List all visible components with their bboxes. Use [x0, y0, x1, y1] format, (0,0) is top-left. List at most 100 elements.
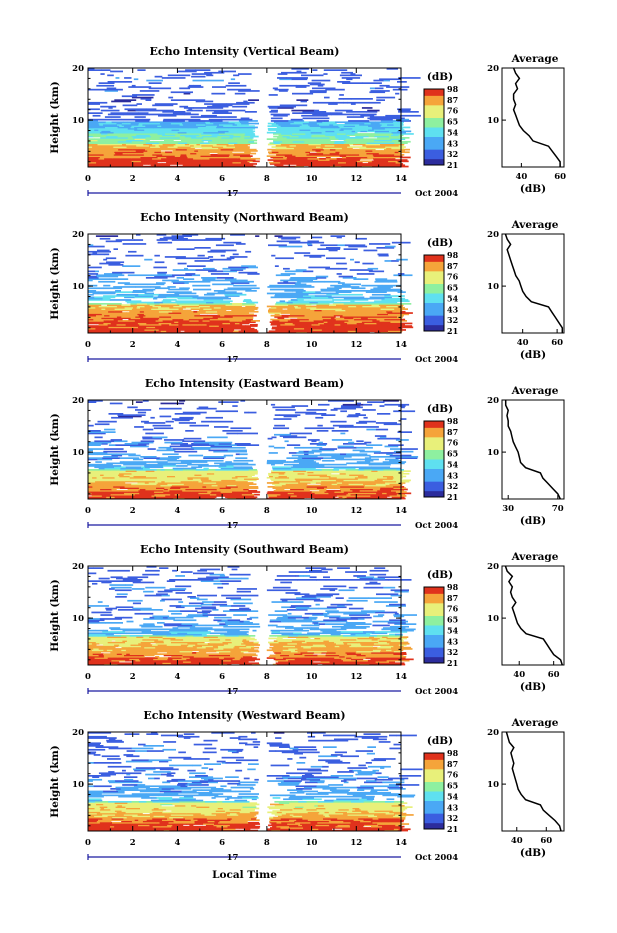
heatmap-cell: [292, 405, 309, 407]
colorbar-step: [424, 140, 444, 144]
heatmap-cell: [152, 437, 167, 439]
heatmap-cell: [124, 461, 146, 463]
heatmap-cell: [304, 451, 309, 453]
heatmap-cell: [150, 417, 154, 419]
heatmap-cell: [116, 77, 120, 79]
heatmap-cell: [249, 486, 258, 488]
heatmap-cell: [149, 82, 162, 84]
heatmap-cell: [391, 404, 409, 406]
colorbar-step: [424, 315, 444, 319]
date-text: Oct 2004: [415, 355, 458, 365]
heatmap-cell: [338, 446, 354, 448]
heatmap-cell: [125, 81, 132, 83]
heatmap-cell: [267, 460, 277, 462]
heatmap-cell: [343, 635, 352, 637]
heatmap-cell: [141, 421, 149, 423]
heatmap-cell: [120, 461, 124, 463]
heatmap-cell: [111, 112, 128, 114]
heatmap-cell: [377, 635, 384, 637]
heatmap-cell: [128, 86, 151, 88]
heatmap-cell: [240, 621, 244, 623]
heatmap-cell: [330, 469, 334, 471]
heatmap-cell: [178, 263, 187, 265]
avg-x-tick-label: 60: [554, 172, 566, 182]
heatmap-cell: [216, 410, 238, 412]
heatmap-cell: [362, 82, 382, 84]
colorbar-step: [424, 469, 444, 473]
heatmap-cell: [210, 442, 232, 444]
heatmap-cell: [212, 284, 234, 286]
heatmap-cell: [385, 260, 392, 262]
colorbar-step: [424, 290, 444, 294]
colorbar-tick-label: 87: [447, 427, 458, 437]
x-tick-label: 0: [85, 506, 91, 516]
heatmap-cell: [146, 80, 163, 82]
heatmap-cell: [290, 433, 312, 435]
heatmap-cell: [301, 75, 324, 77]
heatmap-cell: [354, 114, 377, 116]
heatmap-cell: [112, 272, 134, 274]
colorbar-step: [424, 95, 444, 99]
heatmap-cell: [173, 468, 178, 470]
heatmap-cell: [165, 256, 186, 258]
colorbar-step: [424, 459, 444, 463]
chart-title: Echo Intensity (Vertical Beam): [149, 45, 339, 58]
avg-x-tick-label: 70: [552, 504, 564, 514]
heatmap-cell: [297, 277, 316, 279]
heatmap-cell: [250, 653, 256, 655]
heatmap-cell: [330, 421, 346, 423]
colorbar-step: [424, 92, 444, 96]
heatmap-cell: [375, 278, 387, 280]
colorbar-step: [424, 491, 444, 495]
colorbar-step: [424, 133, 444, 137]
heatmap-cell: [100, 238, 111, 240]
colorbar-tick-label: 21: [447, 492, 458, 502]
heatmap-cell: [153, 425, 171, 427]
date-text: Oct 2004: [415, 521, 458, 531]
heatmap-cell: [280, 105, 295, 107]
heatmap-cell: [358, 297, 365, 299]
heatmap-cell: [134, 78, 139, 80]
heatmap-cell: [228, 287, 243, 289]
colorbar-step: [424, 465, 444, 469]
chart-title: Echo Intensity (Southward Beam): [140, 543, 349, 556]
heatmap-cell: [163, 119, 178, 121]
heatmap-cell: [167, 286, 175, 288]
heatmap-cell: [177, 291, 192, 293]
x-tick-label: 2: [130, 174, 136, 184]
colorbar-tick-label: 54: [447, 127, 459, 137]
avg-frame: [502, 400, 564, 499]
heatmap-field: [88, 68, 421, 167]
heatmap-cell: [218, 71, 236, 73]
heatmap-cell: [120, 457, 140, 459]
heatmap-cell: [368, 268, 379, 270]
colorbar-step: [424, 143, 444, 147]
heatmap-cell: [95, 461, 102, 463]
heatmap-cell: [118, 282, 130, 284]
chart-title: Echo Intensity (Eastward Beam): [145, 377, 344, 390]
heatmap-cell: [254, 642, 259, 644]
heatmap-cell: [233, 254, 239, 256]
heatmap-cell: [114, 99, 136, 101]
heatmap-cell: [88, 303, 102, 305]
heatmap-cell: [208, 256, 213, 258]
heatmap-cell: [337, 112, 343, 114]
heatmap-cell: [190, 425, 210, 427]
heatmap-cell: [116, 444, 126, 446]
heatmap-cell: [227, 89, 251, 91]
heatmap-cell: [322, 635, 329, 637]
heatmap-cell: [369, 456, 379, 458]
heatmap-cell: [98, 281, 115, 283]
colorbar-step: [424, 443, 444, 447]
heatmap-cell: [305, 427, 320, 429]
heatmap-cell: [123, 121, 128, 123]
heatmap-cell: [136, 414, 146, 416]
avg-y-tick-label: 20: [487, 396, 499, 406]
heatmap-cell: [335, 110, 353, 112]
heatmap-cell: [283, 626, 293, 628]
heatmap-cell: [285, 271, 295, 273]
heatmap-cell: [285, 289, 304, 291]
heatmap-cell: [146, 302, 155, 304]
x-tick-label: 0: [85, 340, 91, 350]
